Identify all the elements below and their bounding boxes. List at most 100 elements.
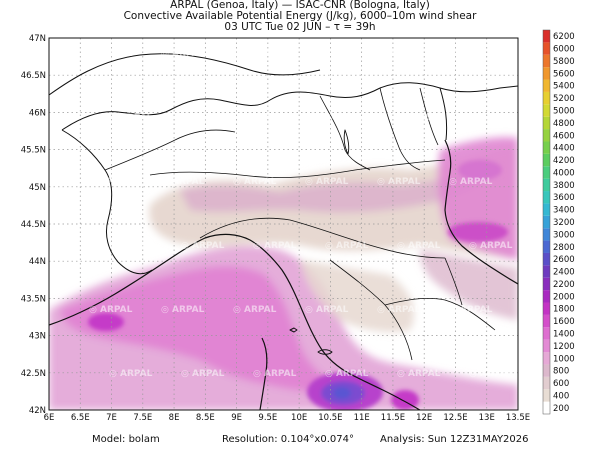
arpal-watermark: ◎ ARPAL <box>89 49 133 59</box>
legend-value: 800 <box>553 367 569 377</box>
legend-swatch <box>543 166 550 179</box>
border-switzerland-italy <box>61 87 381 131</box>
arpal-watermark: ◎ ARPAL <box>161 177 205 187</box>
arpal-watermark: ◎ ARPAL <box>181 369 225 379</box>
color-legend: 200 400 600 800 1000 1200 1400 1600 1800 2000 2200… <box>542 29 575 415</box>
arpal-watermark: ◎ ARPAL <box>377 305 421 315</box>
lat-tick-label: 44N <box>29 257 46 267</box>
legend-value: 200 <box>553 404 569 414</box>
legend-swatch <box>543 104 550 117</box>
legend-swatch <box>543 153 550 167</box>
lat-tick-labels: 42N 42.5N 43N 43.5N 44N 44.5N 45N 45.5N 46N 46.5N… <box>21 34 46 416</box>
arpal-watermark: ◎ ARPAL <box>109 241 153 251</box>
lat-tick-label: 42N <box>29 406 46 416</box>
arpal-watermark: ◎ ARPAL <box>397 113 441 123</box>
cape-max-adriatic <box>448 222 508 242</box>
coastline-elba <box>289 327 298 333</box>
arpal-watermark: ◎ ARPAL <box>161 305 205 315</box>
plot-area: ◎ ARPAL ◎ ARPAL ◎ ARPAL ◎ ARPAL ◎ ARPAL ◎ ARP… <box>49 38 518 410</box>
legend-value: 4200 <box>553 156 575 166</box>
header-field-title: Convective Available Potential Energy (J… <box>123 10 477 22</box>
border-friuli <box>419 87 439 146</box>
border-lazio <box>384 297 496 331</box>
footer-model: Model: bolam <box>92 434 160 445</box>
lon-tick-label: 11.5E <box>381 413 405 423</box>
cape-max-tyrrhenian-center <box>333 387 351 399</box>
lon-tick-labels: 6E 6.5E 7E 7.5E 8E 8.5E 9E 9.5E 10E 10.5E 11E 11.5E… <box>44 413 531 423</box>
legend-value: 2000 <box>553 292 575 302</box>
legend-value: 2400 <box>553 268 575 278</box>
arpal-watermark: ◎ ARPAL <box>253 369 297 379</box>
lon-tick-label: 8E <box>169 413 180 423</box>
coastlines-and-borders <box>49 53 518 410</box>
arpal-watermark: ◎ ARPAL <box>89 177 133 187</box>
legend-swatch <box>543 339 550 353</box>
legend-swatch <box>543 252 550 266</box>
border-tuscany-umbria <box>329 259 413 361</box>
lat-tick-label: 46N <box>29 108 46 118</box>
legend-swatch <box>543 302 550 315</box>
legend-value: 4000 <box>553 168 575 178</box>
legend-swatch <box>543 191 550 204</box>
legend-swatch <box>543 30 550 43</box>
arpal-watermark: ◎ ARPAL <box>305 305 349 315</box>
legend-value: 1400 <box>553 329 575 339</box>
arpal-watermark: ◎ ARPAL <box>161 49 205 59</box>
legend-value: 1000 <box>553 354 575 364</box>
lon-tick-label: 10E <box>291 413 307 423</box>
legend-swatch <box>543 129 550 142</box>
footer-analysis: Analysis: Sun 12Z31MAY2026 <box>380 434 529 445</box>
legend-value: 600 <box>553 379 569 389</box>
coastline-corsica <box>259 337 268 410</box>
legend-value: 5800 <box>553 57 575 67</box>
legend-value: 3200 <box>553 218 575 228</box>
arpal-watermark: ◎ ARPAL <box>325 113 369 123</box>
cape-band-north-pink <box>180 170 500 213</box>
lat-tick-label: 43.5N <box>21 294 46 304</box>
border-veneto <box>379 87 421 171</box>
header-valid-time: 03 UTC Tue 02 JUN – τ = 39h <box>224 21 376 33</box>
legend-swatch <box>543 290 550 303</box>
legend-swatch <box>543 352 550 365</box>
arpal-watermark: ◎ ARPAL <box>325 369 369 379</box>
lon-tick-label: 6E <box>44 413 55 423</box>
legend-value: 5600 <box>553 69 575 79</box>
border-piedmont-liguria <box>104 129 236 171</box>
border-slovenia-italy <box>439 87 448 141</box>
legend-frame <box>542 29 551 415</box>
legend-swatch <box>543 91 550 105</box>
border-emilia-region <box>199 217 446 259</box>
arpal-watermark: ◎ ARPAL <box>469 241 513 251</box>
arpal-watermark: ◎ ARPAL <box>449 177 493 187</box>
legend-swatch <box>543 277 550 291</box>
legend-value: 1200 <box>553 342 575 352</box>
cape-adriatic <box>420 250 518 320</box>
legend-swatch <box>543 54 550 68</box>
legend-swatch <box>543 215 550 229</box>
arpal-watermark: ◎ ARPAL <box>233 49 277 59</box>
arpal-watermark: ◎ ARPAL <box>89 305 133 315</box>
legend-value: 2600 <box>553 255 575 265</box>
arpal-watermark: ◎ ARPAL <box>253 113 297 123</box>
lat-tick-label: 45N <box>29 183 46 193</box>
legend-swatch <box>543 178 550 192</box>
lon-tick-label: 13.5E <box>506 413 530 423</box>
border-switzerland-north <box>49 53 321 96</box>
lat-tick-label: 42.5N <box>21 369 46 379</box>
legend-swatch <box>543 116 550 130</box>
legend-swatch <box>543 79 550 92</box>
cape-sea-inner <box>60 266 360 393</box>
legend-swatch <box>543 141 550 154</box>
legend-value: 6000 <box>553 45 575 55</box>
arpal-watermark: ◎ ARPAL <box>397 369 441 379</box>
coastline-lake-garda <box>343 129 350 155</box>
lat-tick-label: 45.5N <box>21 146 46 156</box>
arpal-watermark: ◎ ARPAL <box>181 113 225 123</box>
lon-tick-label: 7.5E <box>133 413 152 423</box>
lon-tick-label: 11E <box>354 413 370 423</box>
arpal-watermark: ◎ ARPAL <box>305 177 349 187</box>
legend-swatch <box>543 240 550 253</box>
arpal-watermark: ◎ ARPAL <box>469 113 513 123</box>
legend-swatch <box>543 389 550 402</box>
